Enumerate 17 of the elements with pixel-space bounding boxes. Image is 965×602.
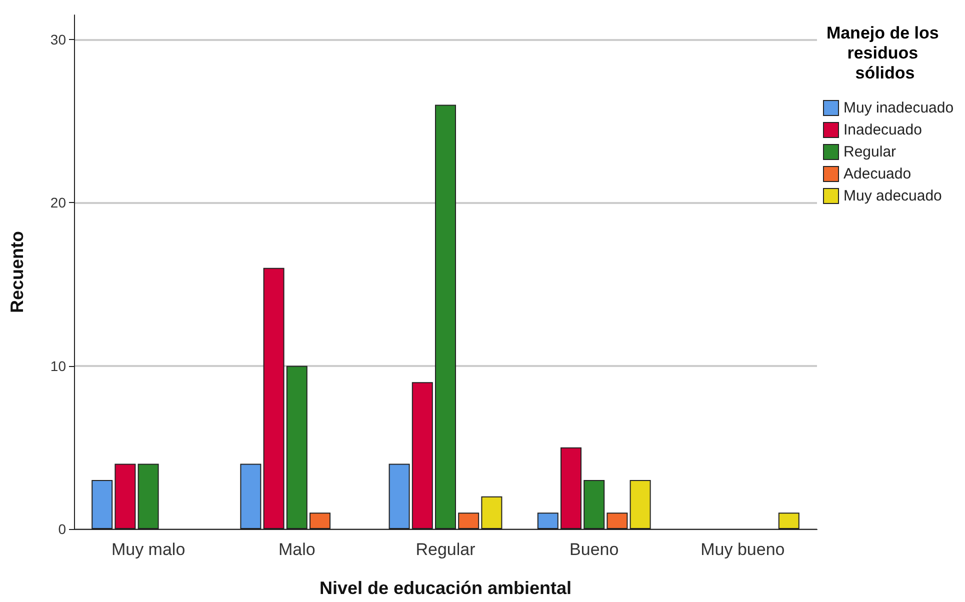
y-tick-label: 0 [58,521,66,537]
x-axis-title: Nivel de educación ambiental [319,578,572,598]
x-tick-label: Muy bueno [700,540,785,559]
y-tick-label: 30 [50,31,66,48]
y-tick-label: 20 [50,194,66,211]
legend-label: Inadecuado [844,122,922,138]
y-tick-label: 10 [50,358,66,374]
legend-title: Manejo de los residuos sólidos [826,24,944,82]
legend-label: Regular [844,144,896,160]
x-tick-label: Bueno [570,540,619,559]
legend-label: Muy adecuado [844,188,942,204]
x-tick-label: Regular [416,540,476,559]
y-axis-title: Recuento [7,230,27,314]
x-tick-label: Malo [278,540,316,559]
legend-label: Muy inadecuado [844,100,954,116]
x-tick-label: Muy malo [111,540,186,559]
legend-label: Adecuado [844,166,912,182]
